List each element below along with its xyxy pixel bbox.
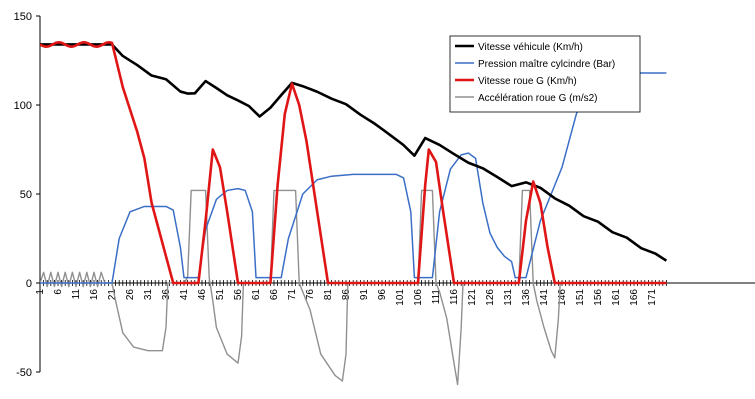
x-tick-label: 51 [215, 289, 226, 301]
x-tick-label: 36 [161, 289, 172, 301]
x-tick-label: 16 [89, 289, 100, 301]
x-tick-label: 161 [611, 289, 622, 306]
x-tick-label: 71 [287, 289, 298, 301]
x-tick-label: 76 [305, 289, 316, 301]
x-tick-label: 26 [125, 289, 136, 301]
y-tick-label: 150 [14, 11, 32, 23]
legend-label: Pression maître cylcindre (Bar) [478, 59, 615, 70]
x-tick-label: 41 [179, 289, 190, 301]
x-tick-label: 166 [629, 289, 640, 306]
x-tick-label: 101 [395, 289, 406, 306]
x-tick-label: 11 [71, 289, 82, 300]
x-tick-label: 96 [377, 289, 388, 301]
x-tick-label: 81 [323, 289, 334, 301]
series-line [40, 72, 667, 284]
x-tick-label: 141 [539, 289, 550, 306]
legend-label: Accélération roue G (m/s2) [478, 93, 598, 104]
series-line [40, 40, 667, 285]
x-tick-label: 121 [467, 289, 478, 306]
x-tick-label: 86 [341, 289, 352, 301]
x-tick-label: 116 [449, 289, 460, 305]
series-line [40, 189, 667, 386]
y-tick-label: 50 [20, 189, 32, 201]
x-tick-label: 131 [503, 289, 514, 306]
legend-label: Vitesse roue G (Km/h) [478, 76, 577, 87]
x-tick-label: 21 [107, 289, 118, 301]
x-tick-label: 91 [359, 289, 370, 301]
x-tick-label: 66 [269, 289, 280, 301]
x-tick-label: 151 [575, 289, 586, 306]
x-tick-label: 111 [431, 289, 442, 305]
y-tick-label: -50 [16, 367, 32, 379]
x-tick-label: 136 [521, 289, 532, 306]
series-line [40, 43, 668, 262]
axes [39, 16, 755, 372]
legend: Vitesse véhicule (Km/h) Pression maître c… [449, 35, 641, 113]
x-tick-label: 106 [413, 289, 424, 306]
x-tick-label: 146 [557, 289, 568, 306]
series [40, 40, 668, 386]
x-tick-label: 46 [197, 289, 208, 301]
legend-label: Vitesse véhicule (Km/h) [478, 42, 583, 53]
x-tick-label: 126 [485, 289, 496, 306]
y-tick-label: 100 [14, 100, 32, 112]
x-tick-label: 61 [251, 289, 262, 301]
legend-box [449, 35, 641, 113]
x-tick-label: 6 [53, 289, 64, 295]
x-tick-label: 156 [593, 289, 604, 306]
x-tick-label: 171 [647, 289, 658, 306]
x-tick-label: 56 [233, 289, 244, 301]
x-tick-label: 1 [35, 289, 46, 295]
y-tick-label: 0 [26, 278, 32, 290]
x-tick-label: 31 [143, 289, 154, 301]
